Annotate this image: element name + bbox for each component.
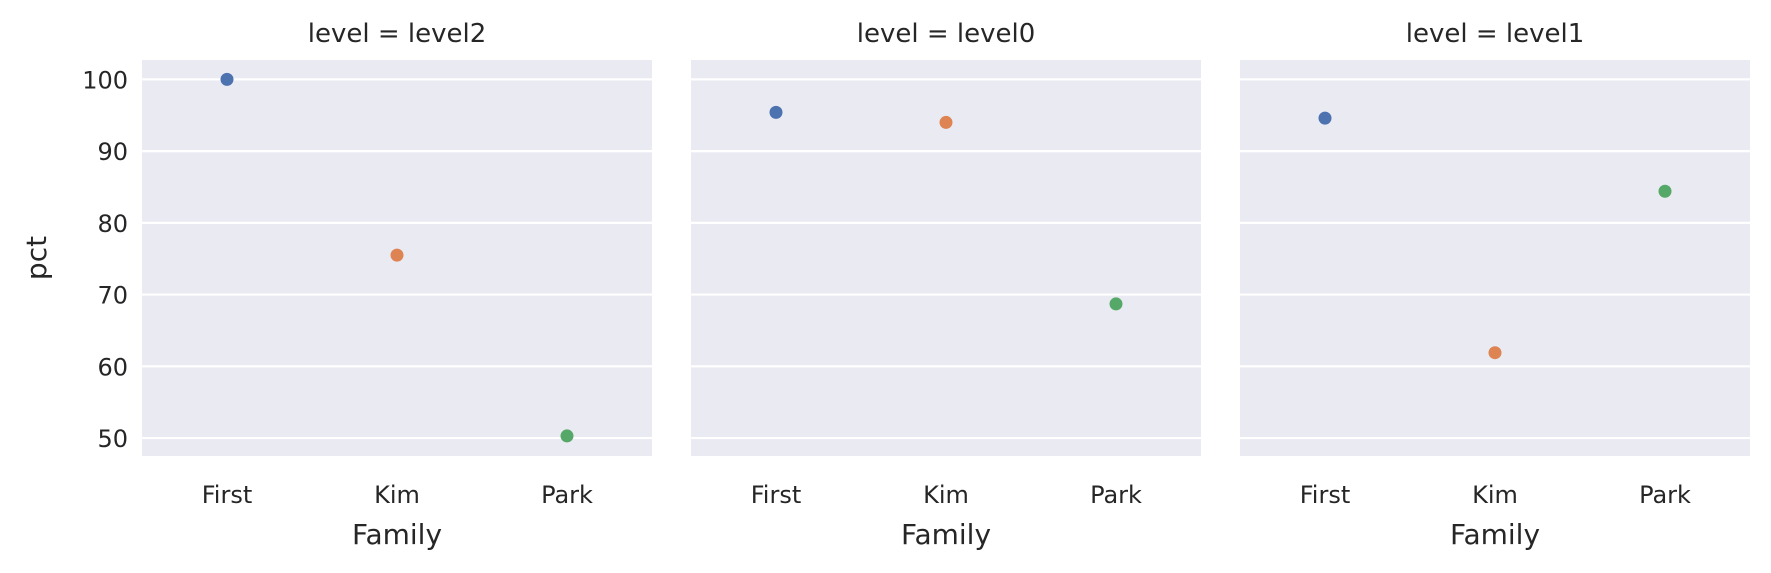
panel-title: level = level0: [857, 19, 1036, 49]
y-tick-label: 90: [97, 138, 128, 166]
data-point: [1658, 184, 1672, 198]
data-point: [220, 72, 234, 86]
y-axis-label: pct: [20, 236, 53, 280]
x-tick-label: Park: [1090, 481, 1142, 509]
panel-title: level = level2: [308, 19, 487, 49]
x-tick-label: First: [202, 481, 253, 509]
x-axis-label: Family: [352, 518, 442, 551]
y-tick-label: 100: [82, 66, 128, 94]
panel-background: [1240, 60, 1750, 456]
y-tick-label: 70: [97, 282, 128, 310]
data-point: [1109, 297, 1123, 311]
x-tick-label: First: [751, 481, 802, 509]
x-tick-label: Park: [541, 481, 593, 509]
x-tick-label: Kim: [1472, 481, 1518, 509]
data-point: [1318, 111, 1332, 125]
x-axis-label: Family: [1450, 518, 1540, 551]
y-tick-label: 60: [97, 353, 128, 381]
x-tick-label: Kim: [923, 481, 969, 509]
y-tick-label: 80: [97, 210, 128, 238]
data-point: [560, 429, 574, 443]
y-tick-label: 50: [97, 425, 128, 453]
data-point: [390, 248, 404, 262]
x-tick-label: Kim: [374, 481, 420, 509]
data-point: [939, 115, 953, 129]
x-axis-label: Family: [901, 518, 991, 551]
x-tick-label: First: [1300, 481, 1351, 509]
data-point: [1488, 346, 1502, 360]
x-tick-label: Park: [1639, 481, 1691, 509]
panel-title: level = level1: [1406, 19, 1585, 49]
data-point: [769, 105, 783, 119]
